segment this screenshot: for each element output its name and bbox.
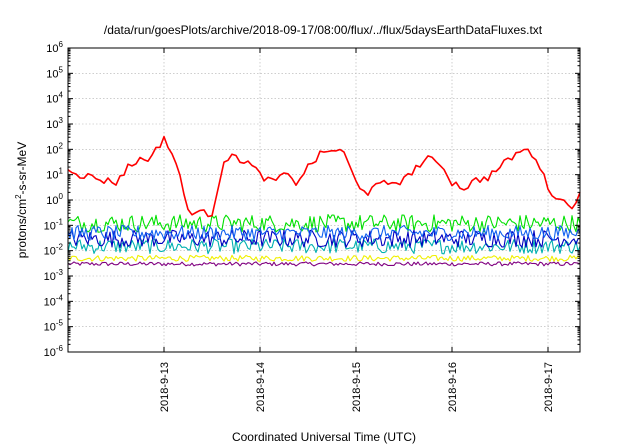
series-line	[67, 213, 581, 233]
x-tick-label: 2018-9-13	[159, 362, 171, 412]
y-axis-label-exp: 2	[14, 194, 23, 199]
x-tick-label: 2018-9-17	[543, 362, 555, 412]
y-tick-label: 10-4	[44, 293, 64, 308]
series-line	[67, 229, 581, 248]
y-tick-label: 104	[46, 91, 63, 106]
y-tick-label: 105	[46, 65, 63, 80]
series-line	[67, 238, 581, 255]
y-tick-label: 10-3	[44, 268, 64, 283]
y-tick-label: 10-2	[44, 243, 64, 258]
x-tick-label: 2018-9-16	[447, 362, 459, 412]
y-tick-label: 10-6	[44, 344, 64, 359]
x-axis-label: Coordinated Universal Time (UTC)	[232, 430, 416, 444]
series-line	[67, 254, 581, 262]
series-line	[67, 224, 581, 242]
chart-title: /data/run/goesPlots/archive/2018-09-17/0…	[104, 23, 543, 37]
y-axis-label-main: protons/cm	[15, 199, 29, 258]
y-tick-label: 100	[46, 192, 63, 207]
series-line	[67, 135, 581, 218]
x-axis-ticks: 2018-9-13 2018-9-14 2018-9-15 2018-9-16 2018…	[159, 48, 555, 412]
y-tick-label: 103	[46, 116, 63, 131]
y-axis-label: protons/cm2-s-sr-MeV	[14, 142, 29, 258]
y-tick-label: 106	[46, 40, 63, 55]
y-tick-label: 10-5	[44, 319, 64, 334]
y-tick-label: 102	[46, 141, 63, 156]
series-layer	[67, 135, 581, 267]
grid	[68, 48, 580, 352]
y-axis-label-tail: -s-sr-MeV	[15, 142, 29, 195]
x-tick-label: 2018-9-15	[351, 362, 363, 412]
y-tick-label: 10-1	[44, 217, 64, 232]
x-tick-label: 2018-9-14	[255, 362, 267, 412]
y-axis-ticks: 10-6 10-5 10-4 10-3 10-2 10-1 100 101 102 103 104 1…	[44, 40, 580, 359]
series-line	[67, 261, 581, 267]
y-tick-label: 101	[46, 167, 63, 182]
